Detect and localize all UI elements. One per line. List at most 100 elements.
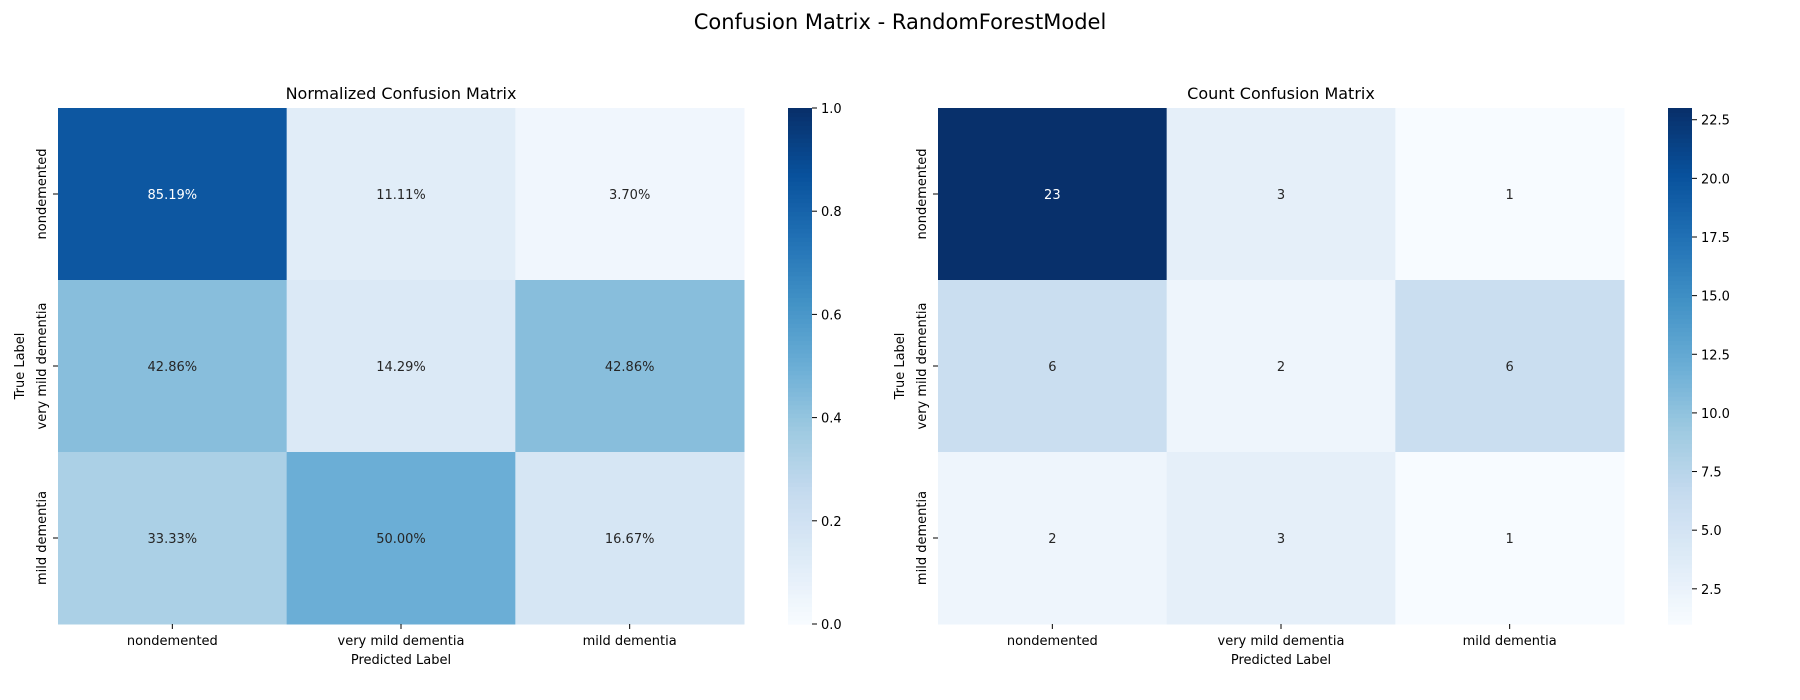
normalized-colorbar-strip: [788, 219, 812, 225]
normalized-colorbar-strip: [788, 550, 812, 556]
normalized-colorbar-strip: [788, 460, 812, 466]
normalized-colorbar-tick-label: 1.0: [821, 102, 842, 117]
count-heatmap-cell: [938, 280, 1168, 453]
count-colorbar-strip: [1668, 434, 1692, 440]
normalized-colorbar-strip: [788, 456, 812, 462]
normalized-heatmap-cell: [286, 280, 516, 453]
count-colorbar-strip: [1668, 323, 1692, 328]
count-colorbar-strip: [1668, 538, 1692, 543]
normalized-colorbar-strip: [788, 224, 812, 229]
normalized-colorbar-strip: [788, 619, 812, 625]
count-colorbar-strip: [1668, 370, 1692, 376]
normalized-colorbar-strip: [788, 447, 812, 453]
count-colorbar-strip: [1668, 267, 1692, 272]
count-colorbar-strip: [1668, 572, 1692, 578]
count-heatmap-cell: [1166, 452, 1396, 625]
normalized-colorbar-strip: [788, 327, 812, 333]
normalized-colorbar-strip: [788, 344, 812, 350]
normalized-colorbar-strip: [788, 258, 812, 264]
normalized-cell-annotation: 16.67%: [605, 532, 655, 547]
count-colorbar-strip: [1668, 280, 1692, 285]
normalized-colorbar-strip: [788, 206, 812, 212]
normalized-colorbar-strip: [788, 409, 812, 414]
normalized-colorbar-strip: [788, 310, 812, 315]
count-colorbar-strip: [1668, 258, 1692, 264]
count-x-tick-label: nondemented: [1007, 634, 1098, 649]
count-colorbar-strip: [1668, 189, 1692, 195]
normalized-heatmap-cell: [286, 108, 516, 281]
count-colorbar-strip: [1668, 198, 1692, 204]
count-colorbar-strip: [1668, 516, 1692, 522]
normalized-colorbar-strip: [788, 112, 812, 118]
normalized-colorbar-strip: [788, 589, 812, 595]
normalized-heatmap-cell: [515, 108, 745, 281]
count-colorbar-strip: [1668, 163, 1692, 169]
count-colorbar-strip: [1668, 348, 1692, 354]
normalized-colorbar-tick-label: 0.0: [821, 618, 842, 633]
normalized-colorbar-strip: [788, 452, 812, 457]
normalized-colorbar-strip: [788, 503, 812, 509]
count-colorbar-strip: [1668, 241, 1692, 247]
count-heatmap-cell: [1166, 280, 1396, 453]
count-colorbar-strip: [1668, 581, 1692, 586]
count-colorbar-strip: [1668, 413, 1692, 419]
count-colorbar-strip: [1668, 456, 1692, 462]
normalized-heatmap-cell: [286, 452, 516, 625]
normalized-cell-annotation: 42.86%: [148, 360, 198, 375]
normalized-colorbar-strip: [788, 331, 812, 337]
count-colorbar-strip: [1668, 366, 1692, 371]
normalized-colorbar-strip: [788, 546, 812, 552]
normalized-y-tick-label: nondemented: [35, 149, 50, 240]
count-colorbar-strip: [1668, 615, 1692, 621]
count-colorbar-strip: [1668, 275, 1692, 281]
count-colorbar-strip: [1668, 331, 1692, 337]
count-cell-annotation: 3: [1277, 532, 1285, 547]
normalized-colorbar-strip: [788, 602, 812, 608]
count-colorbar-tick-label: 5.0: [1701, 524, 1722, 539]
normalized-colorbar-strip: [788, 249, 812, 255]
normalized-colorbar-strip: [788, 581, 812, 586]
count-colorbar-strip: [1668, 262, 1692, 268]
count-colorbar-strip: [1668, 555, 1692, 561]
count-colorbar-tick-label: 12.5: [1701, 348, 1730, 363]
normalized-cell-annotation: 14.29%: [376, 360, 426, 375]
normalized-colorbar-strip: [788, 477, 812, 483]
count-colorbar-strip: [1668, 490, 1692, 496]
normalized-colorbar-strip: [788, 163, 812, 169]
count-colorbar-strip: [1668, 155, 1692, 161]
normalized-colorbar-strip: [788, 529, 812, 535]
normalized-colorbar-strip: [788, 138, 812, 143]
count-colorbar-strip: [1668, 439, 1692, 444]
normalized-colorbar-strip: [788, 237, 812, 242]
count-colorbar-strip: [1668, 430, 1692, 436]
normalized-colorbar-strip: [788, 430, 812, 436]
normalized-colorbar-strip: [788, 499, 812, 505]
count-colorbar-strip: [1668, 108, 1692, 113]
figure-suptitle: Confusion Matrix - RandomForestModel: [694, 10, 1107, 34]
normalized-cell-annotation: 33.33%: [148, 532, 198, 547]
normalized-colorbar-strip: [788, 391, 812, 397]
normalized-colorbar-strip: [788, 181, 812, 186]
normalized-colorbar-strip: [788, 305, 812, 311]
normalized-colorbar-strip: [788, 366, 812, 371]
count-colorbar-strip: [1668, 133, 1692, 139]
count-heatmap-cell: [1395, 280, 1625, 453]
count-colorbar-strip: [1668, 151, 1692, 156]
normalized-colorbar-strip: [788, 323, 812, 328]
count-colorbar-strip: [1668, 563, 1692, 569]
count-colorbar-strip: [1668, 271, 1692, 277]
normalized-colorbar-strip: [788, 168, 812, 174]
normalized-colorbar-strip: [788, 374, 812, 380]
count-colorbar-strip: [1668, 211, 1692, 217]
count-colorbar-strip: [1668, 421, 1692, 427]
normalized-colorbar-strip: [788, 378, 812, 384]
count-colorbar-strip: [1668, 232, 1692, 238]
normalized-heatmap-cell: [58, 452, 288, 625]
normalized-colorbar-strip: [788, 194, 812, 199]
count-heatmap-cell: [1166, 108, 1396, 281]
count-cell-annotation: 3: [1277, 188, 1285, 203]
count-x-tick-label: mild dementia: [1463, 634, 1557, 649]
normalized-colorbar-strip: [788, 215, 812, 221]
count-colorbar-strip: [1668, 546, 1692, 552]
count-x-tick-label: very mild dementia: [1218, 634, 1345, 649]
